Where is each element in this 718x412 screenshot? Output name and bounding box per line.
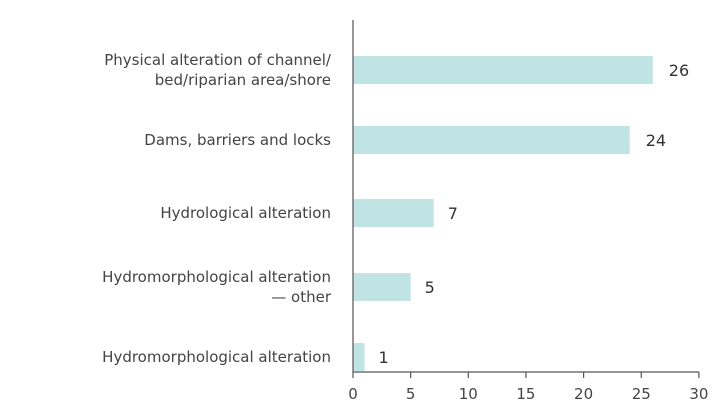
x-tick-label-2: 10 (459, 385, 478, 403)
bar-3 (353, 273, 411, 301)
x-axis: 0 5 10 15 20 25 30 (348, 20, 708, 403)
bar-4 (353, 343, 365, 371)
category-label-1-line-0: Dams, barriers and locks (144, 131, 331, 149)
value-label-4: 1 (379, 348, 389, 367)
category-label-3-line-1: — other (271, 288, 332, 306)
x-tick-label-3: 15 (516, 385, 535, 403)
category-labels: Physical alteration of channel/bed/ripar… (102, 51, 332, 366)
value-label-1: 24 (646, 131, 666, 150)
category-label-3-line-0: Hydromorphological alteration (102, 268, 331, 286)
bar-0 (353, 56, 653, 84)
bar-1 (353, 126, 630, 154)
category-label-4-line-0: Hydromorphological alteration (102, 348, 331, 366)
value-label-0: 26 (669, 61, 689, 80)
x-tick-label-4: 20 (574, 385, 593, 403)
category-label-0-line-1: bed/riparian area/shore (155, 71, 331, 89)
bars-group (353, 56, 653, 371)
category-label-4: Hydromorphological alteration (102, 348, 331, 366)
bar-2 (353, 199, 434, 227)
x-tick-label-0: 0 (348, 385, 358, 403)
value-label-2: 7 (448, 204, 458, 223)
x-tick-label-5: 25 (632, 385, 651, 403)
category-label-0-line-0: Physical alteration of channel/ (104, 51, 332, 69)
category-label-2: Hydrological alteration (160, 204, 331, 222)
category-label-1: Dams, barriers and locks (144, 131, 331, 149)
category-label-2-line-0: Hydrological alteration (160, 204, 331, 222)
x-tick-label-6: 30 (689, 385, 708, 403)
value-label-3: 5 (425, 278, 435, 297)
x-tick-label-1: 5 (406, 385, 416, 403)
category-label-0: Physical alteration of channel/bed/ripar… (104, 51, 332, 89)
value-labels: 26 24 7 5 1 (379, 61, 690, 367)
category-label-3: Hydromorphological alteration — other (102, 268, 332, 306)
